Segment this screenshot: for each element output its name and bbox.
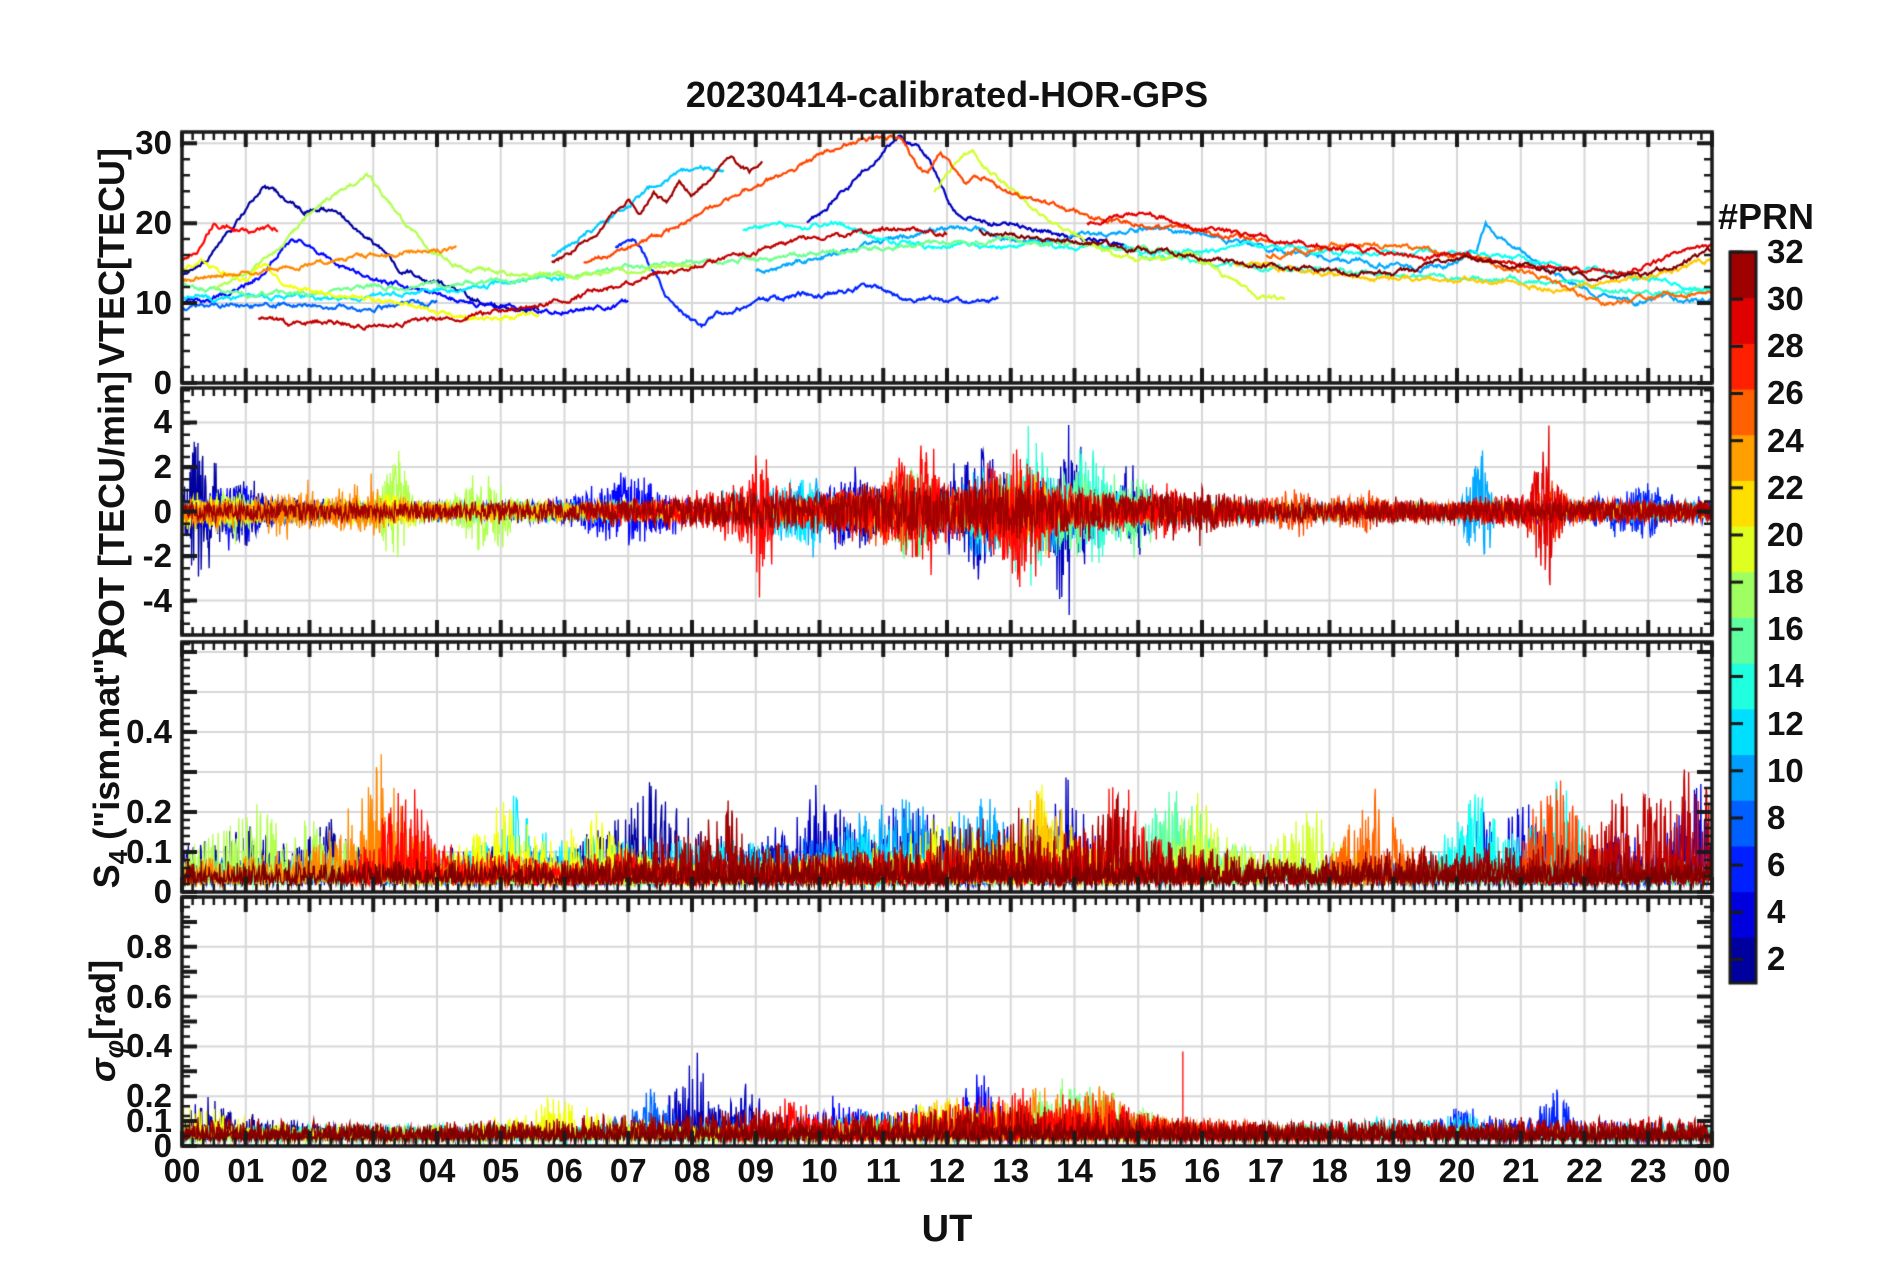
- x-tick-label: 07: [609, 1152, 647, 1189]
- y-tick-label: 20: [135, 204, 172, 242]
- x-tick-label: 02: [291, 1152, 328, 1189]
- y-tick-label: 30: [135, 124, 172, 162]
- x-tick-label: 01: [227, 1152, 265, 1189]
- x-tick-label: 03: [354, 1152, 392, 1189]
- colorbar-tick-label: 20: [1767, 515, 1804, 553]
- x-tick-label: 09: [737, 1152, 775, 1189]
- y-tick-label: 0: [153, 873, 172, 910]
- y-tick-label: 4: [153, 403, 172, 441]
- x-axis-label: UT: [921, 1208, 973, 1250]
- y-tick-label: 0.8: [126, 927, 172, 965]
- colorbar-title: #PRN: [1717, 196, 1815, 237]
- y-tick-label: 0: [153, 1127, 172, 1164]
- x-tick-label: 00: [163, 1152, 201, 1189]
- colorbar-tick-label: 14: [1767, 657, 1804, 695]
- colorbar-tick-label: 6: [1767, 846, 1786, 884]
- x-tick-label: 22: [1566, 1152, 1603, 1189]
- x-tick-label: 16: [1183, 1152, 1221, 1189]
- y-tick-label: 0.6: [126, 977, 172, 1015]
- colorbar-tick-label: 2: [1767, 940, 1786, 978]
- y-tick-label: 0.4: [126, 1027, 172, 1065]
- x-tick-label: 23: [1629, 1152, 1667, 1189]
- x-tick-label: 10: [801, 1152, 838, 1189]
- x-tick-label: 06: [546, 1152, 583, 1189]
- x-tick-label: 08: [673, 1152, 711, 1189]
- y-tick-label: 10: [135, 284, 172, 322]
- y-tick-label: 0.2: [126, 1077, 172, 1115]
- x-tick-label: 18: [1311, 1152, 1348, 1189]
- y-tick-label: 0.1: [126, 1102, 172, 1140]
- colorbar-tick-label: 8: [1767, 798, 1786, 836]
- x-tick-label: 05: [482, 1152, 520, 1189]
- colorbar-tick-label: 16: [1767, 610, 1804, 648]
- y-tick-label: 0.4: [126, 713, 172, 750]
- x-tick-label: 11: [865, 1152, 901, 1189]
- x-tick-label: 19: [1374, 1152, 1412, 1189]
- y-tick-label: -4: [142, 581, 172, 619]
- colorbar-tick-label: 12: [1767, 704, 1804, 742]
- y-tick-label: 0.1: [126, 833, 172, 870]
- colorbar-tick-label: 10: [1767, 751, 1804, 789]
- y-tick-label: 0.2: [126, 793, 172, 830]
- colorbar-tick-label: 4: [1767, 893, 1786, 931]
- colorbar-tick-label: 30: [1767, 280, 1804, 318]
- x-tick-label: 20: [1438, 1152, 1476, 1189]
- x-tick-label: 15: [1119, 1152, 1157, 1189]
- colorbar-tick-label: 18: [1767, 563, 1804, 601]
- colorbar-tick-label: 24: [1767, 421, 1804, 459]
- x-tick-label: 17: [1247, 1152, 1285, 1189]
- y-tick-label: 2: [153, 447, 172, 485]
- colorbar-tick-label: 22: [1767, 468, 1804, 506]
- y-tick-label: 0: [153, 492, 172, 530]
- colorbar-tick-label: 32: [1767, 233, 1804, 270]
- x-tick-label: 04: [418, 1152, 456, 1189]
- x-tick-label: 12: [928, 1152, 966, 1189]
- colorbar-tick-label: 26: [1767, 374, 1804, 412]
- x-tick-label: 21: [1502, 1152, 1540, 1189]
- figure-title: 20230414-calibrated-HOR-GPS: [685, 74, 1209, 115]
- x-tick-label: 00: [1693, 1152, 1731, 1189]
- y-tick-label: 0: [153, 364, 172, 401]
- x-tick-label: 13: [992, 1152, 1030, 1189]
- x-tick-label: 14: [1056, 1152, 1093, 1189]
- y-tick-label: -2: [142, 537, 172, 574]
- colorbar-tick-label: 28: [1767, 327, 1804, 365]
